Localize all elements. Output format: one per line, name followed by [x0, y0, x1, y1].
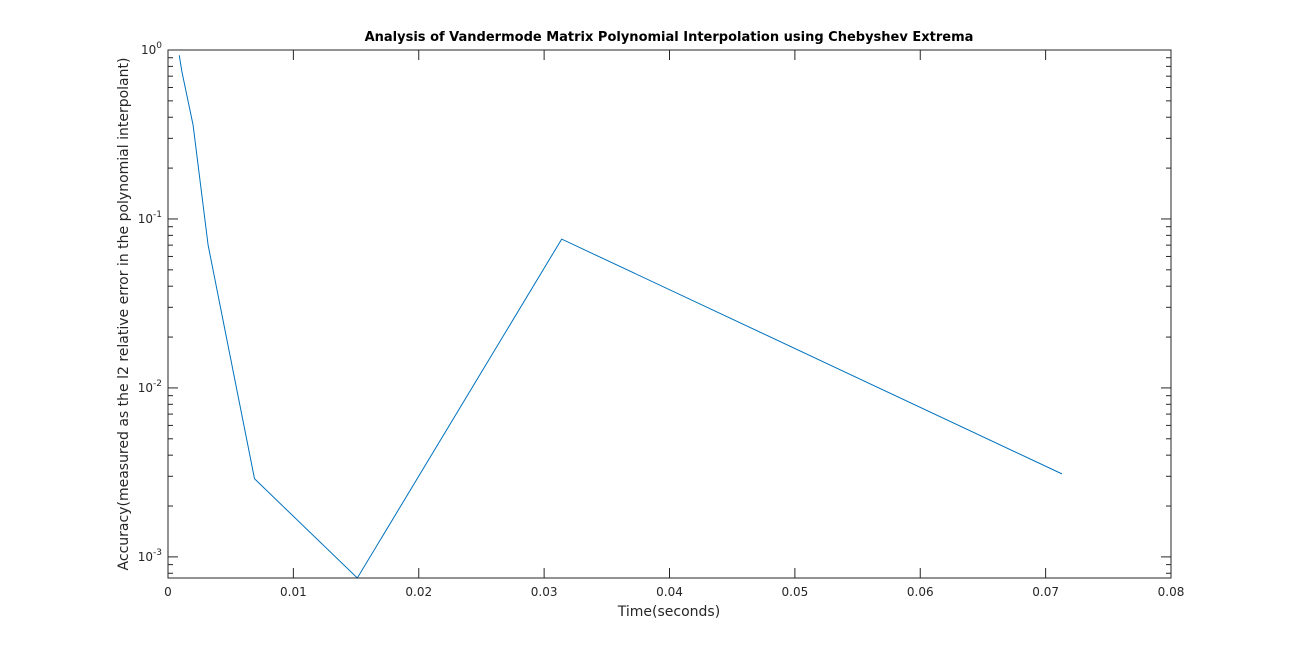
x-tick-label: 0.03	[531, 585, 558, 599]
x-tick-label: 0	[164, 585, 172, 599]
plot-area	[168, 50, 1171, 578]
x-tick-label: 0.06	[907, 585, 934, 599]
series-line	[178, 55, 1063, 579]
x-tick-label: 0.01	[280, 585, 307, 599]
x-tick-labels: 0 0.01 0.02 0.03 0.04 0.05 0.06 0.07 0.08	[164, 585, 1184, 599]
x-tick-label: 0.02	[405, 585, 432, 599]
chart-title: Analysis of Vandermode Matrix Polynomial…	[365, 30, 974, 45]
x-tick-label: 0.07	[1032, 585, 1059, 599]
y-minor-ticks	[168, 57, 1171, 574]
y-tick-label: 10-3	[138, 548, 162, 564]
x-tick-label: 0.04	[656, 585, 683, 599]
y-tick-labels: 10-3 10-2 10-1 100	[138, 41, 163, 564]
x-axis-label: Time(seconds)	[617, 604, 720, 620]
y-tick-label: 10-2	[138, 379, 162, 395]
y-axis-label: Accuracy(measured as the l2 relative err…	[116, 58, 132, 571]
x-tick-label: 0.08	[1158, 585, 1185, 599]
y-tick-label: 100	[141, 41, 162, 57]
x-tick-label: 0.05	[782, 585, 809, 599]
plot-frame	[167, 49, 1172, 579]
y-tick-label: 10-1	[138, 210, 162, 226]
